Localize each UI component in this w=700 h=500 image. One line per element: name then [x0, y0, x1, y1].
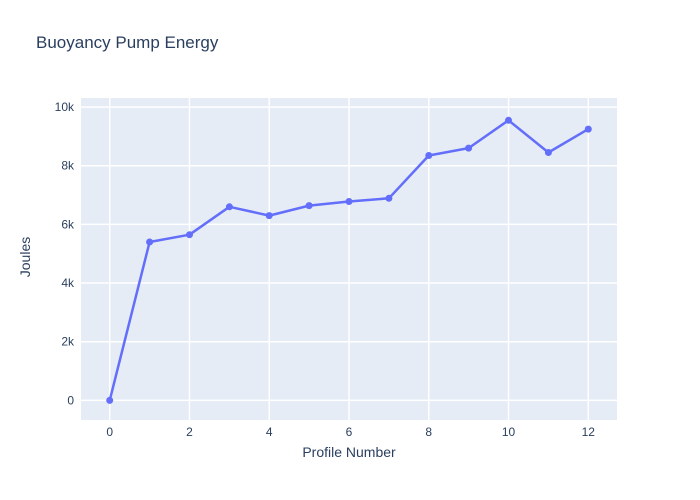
data-point-marker[interactable]	[146, 238, 154, 246]
y-axis-title: Joules	[17, 236, 33, 278]
data-point-marker[interactable]	[305, 202, 313, 210]
y-tick-label: 0	[67, 393, 74, 407]
chart-title: Buoyancy Pump Energy	[36, 33, 219, 52]
y-tick-label: 2k	[61, 335, 75, 349]
x-axis-title: Profile Number	[302, 444, 396, 460]
data-point-marker[interactable]	[425, 152, 433, 159]
y-tick-label: 8k	[61, 159, 75, 173]
y-tick-label: 6k	[61, 217, 75, 231]
data-point-marker[interactable]	[106, 396, 114, 404]
x-tick-label: 8	[425, 425, 432, 439]
y-tick-label: 4k	[61, 276, 75, 290]
data-point-marker[interactable]	[505, 116, 512, 124]
x-tick-label: 12	[582, 425, 596, 439]
y-tick-label: 10k	[55, 100, 75, 114]
x-tick-label: 10	[502, 425, 516, 439]
data-point-marker[interactable]	[345, 198, 353, 205]
data-point-marker[interactable]	[186, 231, 193, 239]
data-point-marker[interactable]	[265, 212, 273, 220]
x-tick-label: 4	[266, 425, 273, 439]
data-point-marker[interactable]	[225, 203, 233, 211]
data-point-marker[interactable]	[544, 149, 552, 156]
data-point-marker[interactable]	[385, 194, 393, 202]
x-tick-label: 0	[106, 425, 113, 439]
data-point-marker[interactable]	[465, 144, 473, 152]
x-tick-label: 6	[346, 425, 353, 439]
data-point-marker[interactable]	[584, 125, 592, 133]
x-tick-label: 2	[186, 425, 193, 439]
